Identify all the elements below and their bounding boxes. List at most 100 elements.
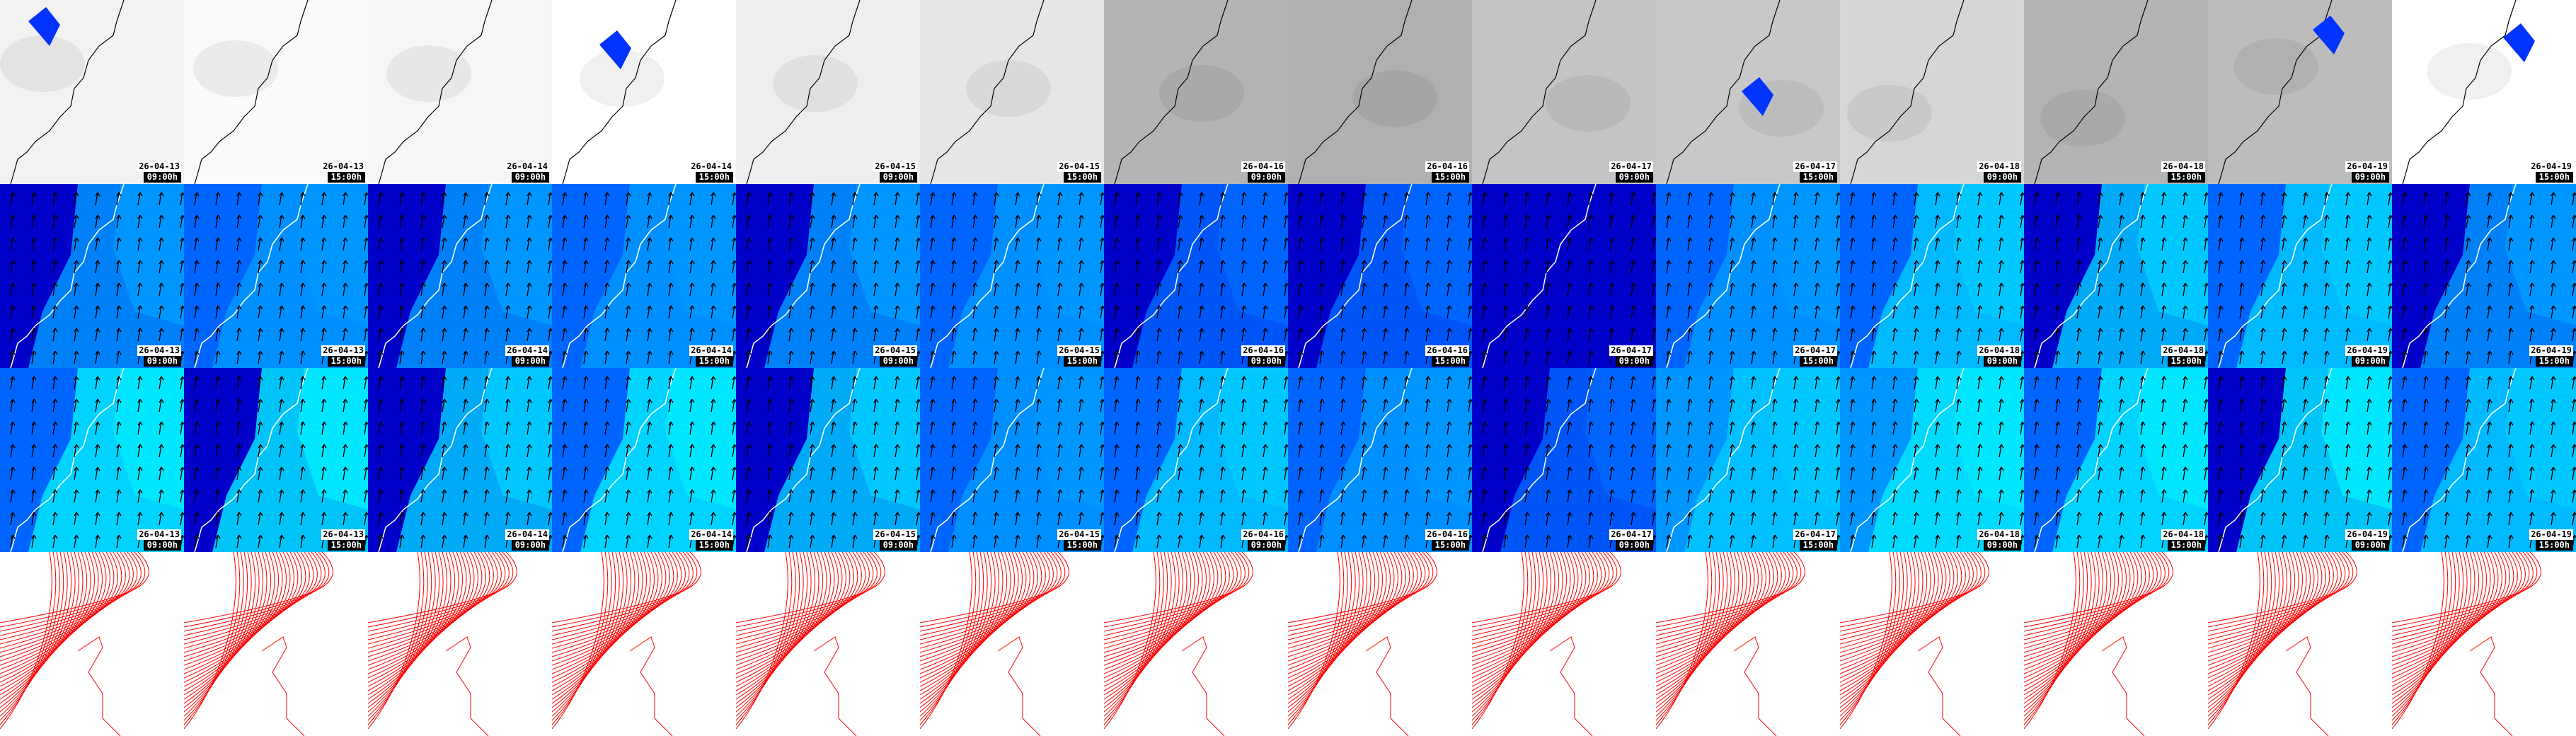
wind-arrow-icon — [1815, 214, 1820, 229]
wind-arrow-icon — [74, 466, 79, 481]
wind-arrow-icon — [1588, 260, 1594, 274]
wind-arrow-icon — [2183, 489, 2188, 503]
wind-arrow-icon — [2140, 444, 2146, 458]
wind-arrow-icon — [1772, 534, 1778, 548]
wind-arrow-icon — [2367, 466, 2372, 481]
wind-arrow-icon — [1588, 192, 1594, 206]
wind-arrow-icon — [2423, 214, 2429, 229]
time-label: 15:00h — [327, 356, 365, 367]
date-label: 26-04-17 — [1793, 161, 1837, 172]
wind-arrow-icon — [2098, 398, 2103, 413]
date-label: 26-04-16 — [1241, 161, 1285, 172]
map-image — [920, 368, 1104, 552]
wind-arrow-icon — [2076, 282, 2082, 297]
wind-arrow-icon — [10, 512, 16, 526]
time-label: 09:00h — [511, 540, 549, 551]
wind-arrow-icon — [2508, 376, 2514, 390]
wind-arrow-icon — [279, 534, 284, 548]
wind-arrow-icon — [1567, 489, 1572, 503]
wind-arrow-icon — [1609, 466, 1615, 481]
wind-arrow-icon — [1057, 421, 1063, 435]
wind-arrow-icon — [668, 214, 674, 229]
wind-arrow-icon — [1503, 260, 1509, 274]
wind-arrow-icon — [930, 192, 936, 206]
wind-arrow-icon — [1666, 421, 1672, 435]
wind-arrow-icon — [1524, 260, 1530, 274]
wind-arrow-icon — [972, 214, 978, 229]
wind-arrow-icon — [194, 282, 200, 297]
wind-arrow-icon — [1284, 260, 1288, 274]
wind-arrow-icon — [930, 328, 936, 342]
pressure-contours-tile — [184, 552, 368, 736]
wind-arrow-icon — [1956, 534, 1962, 548]
wind-arrow-icon — [1687, 282, 1693, 297]
wind-arrow-icon — [215, 444, 221, 458]
wind-arrow-icon — [300, 444, 306, 458]
wind-arrow-icon — [74, 350, 79, 364]
wind-arrow-icon — [1383, 512, 1388, 526]
wind-arrow-icon — [2402, 421, 2408, 435]
wind-arrow-icon — [1263, 214, 1268, 229]
wind-arrow-icon — [2508, 282, 2514, 297]
wind-arrow-icon — [1503, 466, 1509, 481]
wind-arrow-icon — [2466, 444, 2471, 458]
wind-arrow-icon — [1100, 237, 1104, 251]
wind-arrow-icon — [420, 489, 426, 503]
wind-arrow-icon — [1687, 376, 1693, 390]
wind-arrow-icon — [321, 305, 327, 319]
wind-arrow-icon — [930, 421, 936, 435]
wind-arrow-icon — [2444, 260, 2450, 274]
map-image — [736, 184, 920, 368]
wind-arrow-icon — [1588, 398, 1594, 413]
wind-arrow-icon — [1284, 421, 1288, 435]
wind-arrow-icon — [852, 398, 858, 413]
wind-arrow-icon — [2324, 444, 2330, 458]
wind-arrow-icon — [2402, 444, 2408, 458]
wind-arrow-icon — [1362, 421, 1367, 435]
wind-arrow-icon — [1708, 328, 1714, 342]
wind-arrow-icon — [1100, 489, 1104, 503]
wind-arrow-icon — [873, 444, 879, 458]
wind-arrow-icon — [1156, 305, 1162, 319]
wind-arrow-icon — [746, 260, 752, 274]
wind-arrow-icon — [767, 466, 773, 481]
wind-arrow-icon — [746, 282, 752, 297]
wind-arrow-icon — [548, 444, 552, 458]
wind-arrow-icon — [2140, 421, 2146, 435]
map-image — [2024, 0, 2208, 184]
wind-arrow-icon — [1836, 466, 1840, 481]
wind-arrow-icon — [647, 282, 652, 297]
wind-arrow-icon — [1793, 489, 1799, 503]
wind-arrow-icon — [10, 214, 16, 229]
wind-arrow-icon — [951, 421, 957, 435]
date-label: 26-04-14 — [505, 529, 549, 540]
wind-arrow-icon — [1263, 376, 1268, 390]
wind-arrow-icon — [2204, 444, 2208, 458]
wind-arrow-icon — [2388, 376, 2392, 390]
date-label: 26-04-18 — [1977, 529, 2021, 540]
wind-arrow-icon — [1892, 328, 1898, 342]
wind-arrow-icon — [767, 376, 773, 390]
map-image — [184, 184, 368, 368]
wind-arrow-icon — [1100, 376, 1104, 390]
wind-arrow-icon — [767, 192, 773, 206]
wind-arrow-icon — [1609, 398, 1615, 413]
wind-arrow-icon — [527, 512, 532, 526]
wind-arrow-icon — [2161, 489, 2167, 503]
wind-arrow-icon — [604, 466, 610, 481]
wind-arrow-icon — [2508, 350, 2514, 364]
wind-arrow-icon — [711, 260, 716, 274]
wind-arrow-icon — [2282, 466, 2287, 481]
wind-arrow-icon — [74, 237, 79, 251]
wind-arrow-icon — [548, 489, 552, 503]
wind-arrow-icon — [137, 376, 143, 390]
wind-arrow-icon — [1135, 305, 1141, 319]
wind-arrow-icon — [364, 376, 368, 390]
wind-arrow-icon — [562, 489, 568, 503]
wind-arrow-icon — [2161, 214, 2167, 229]
wind-arrow-icon — [746, 466, 752, 481]
time-label: 09:00h — [879, 356, 917, 367]
wind-arrow-icon — [711, 192, 716, 206]
wind-arrow-icon — [2551, 376, 2556, 390]
wind-arrow-icon — [746, 305, 752, 319]
